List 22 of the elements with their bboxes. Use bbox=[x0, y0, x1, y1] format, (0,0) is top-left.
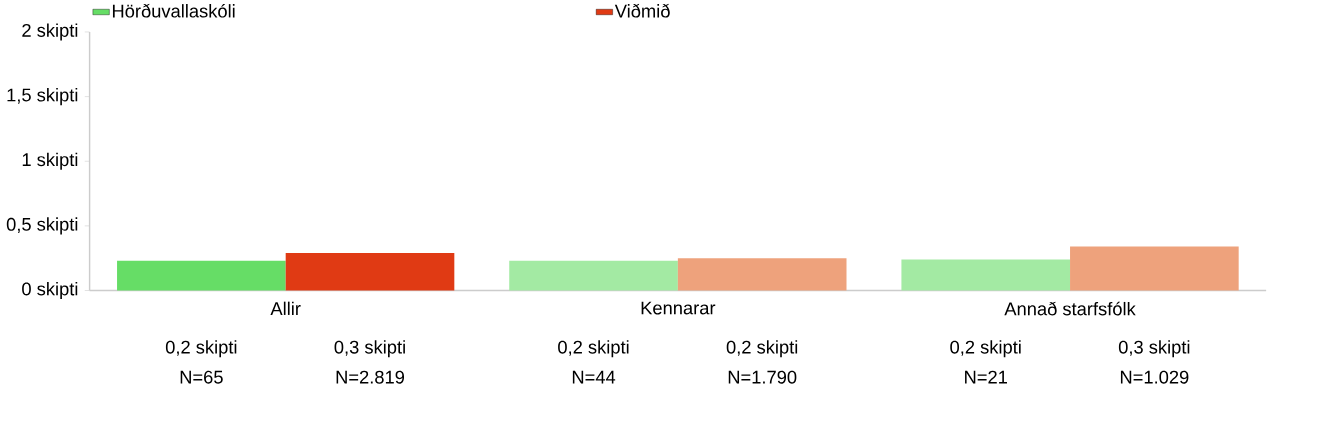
y-tick-label: 0,5 skipti bbox=[6, 217, 78, 235]
text: N=21 bbox=[965, 370, 1007, 384]
y-tick-label: 1 skipti bbox=[22, 152, 78, 170]
x-tick-label: Annað starfsfólk bbox=[1004, 301, 1136, 316]
data-label: 0,3 skipti bbox=[334, 340, 405, 358]
y-tick-label: 1,5 skipti bbox=[7, 88, 78, 106]
x-tick-label: Kennarar bbox=[641, 301, 716, 315]
data-label: 0,2 skipti bbox=[558, 340, 629, 358]
data-label: 0,2 skipti bbox=[165, 340, 237, 358]
text: N=1.790 bbox=[728, 370, 797, 384]
x-tick-label: Allir bbox=[270, 301, 301, 316]
y-tick-label: 2 skipti bbox=[22, 23, 78, 41]
y-tick-label: 0 skipti bbox=[22, 282, 78, 300]
data-label: 0,3 skipti bbox=[1118, 340, 1190, 358]
legend-label: Viðmið bbox=[614, 4, 670, 18]
text: N=44 bbox=[572, 371, 616, 384]
text: N=1.029 bbox=[1120, 370, 1189, 384]
data-label: 0,2 skipti bbox=[950, 340, 1021, 358]
text: N=65 bbox=[180, 370, 223, 384]
legend-label: Hörðuvallaskóli bbox=[112, 4, 235, 18]
data-label: 0,2 skipti bbox=[726, 340, 798, 358]
text: N=2.819 bbox=[336, 370, 405, 384]
